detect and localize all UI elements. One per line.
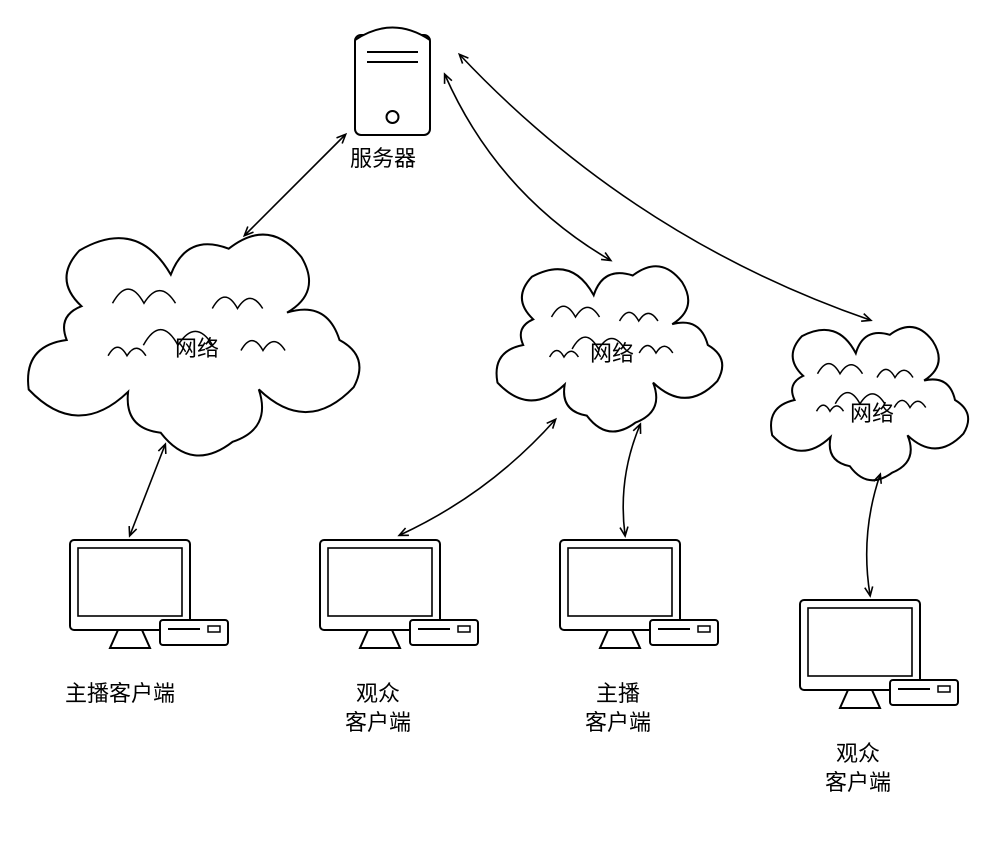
- pc1: [70, 540, 228, 648]
- pc4-label: 观众 客户端: [825, 740, 891, 797]
- diagram-canvas: 服务器网络网络网络主播客户端观众 客户端主播 客户端观众 客户端: [0, 0, 1000, 841]
- server-icon: [355, 28, 430, 136]
- pc2-label: 观众 客户端: [345, 680, 411, 737]
- pc3-label: 主播 客户端: [585, 680, 651, 737]
- pc3: [560, 540, 718, 648]
- cloud-left-label: 网络: [175, 335, 219, 364]
- cloud-right-label: 网络: [850, 400, 894, 429]
- pc1-label: 主播客户端: [65, 680, 175, 709]
- server-label: 服务器: [350, 145, 416, 174]
- pc4: [800, 600, 958, 708]
- pc2: [320, 540, 478, 648]
- cloud-mid-label: 网络: [590, 340, 634, 369]
